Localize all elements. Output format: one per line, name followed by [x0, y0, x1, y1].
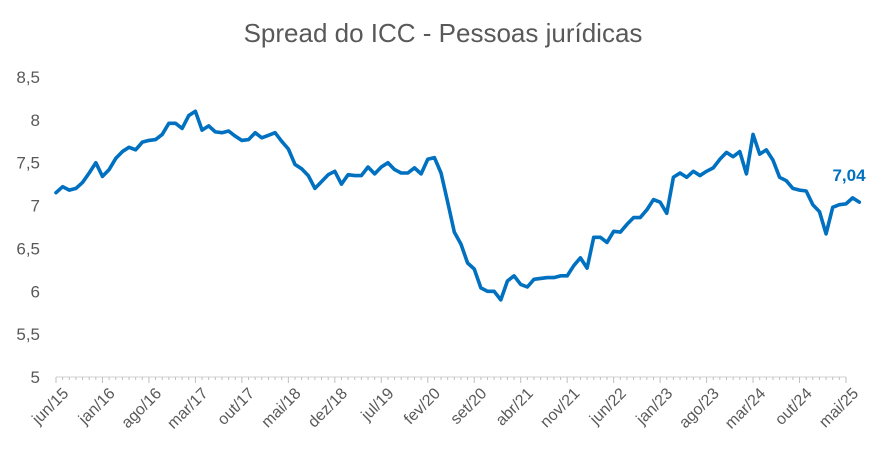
series-layer — [54, 109, 862, 302]
series-line — [54, 109, 862, 302]
y-tick-label: 8 — [31, 111, 40, 130]
y-tick-label: 6 — [31, 282, 40, 301]
y-tick-label: 5,5 — [16, 325, 40, 344]
x-tick-label: ago/23 — [676, 385, 723, 432]
y-tick-label: 7,5 — [16, 154, 40, 173]
x-tick-label: set/20 — [448, 385, 491, 428]
y-tick-label: 7 — [31, 197, 40, 216]
data-label: 7,04 — [832, 166, 866, 185]
x-tick-label: mai/25 — [816, 385, 862, 431]
x-tick-label: mar/24 — [722, 385, 769, 432]
x-tick-label: jun/22 — [586, 385, 630, 429]
x-tick-label: out/17 — [215, 385, 259, 429]
x-tick-label: mar/17 — [164, 385, 211, 432]
x-tick-label: nov/21 — [537, 385, 583, 431]
x-axis: jun/15 jan/16 ago/16 mar/17 out/17 mai/18 dez/… — [29, 376, 862, 432]
x-tick-label: jan/16 — [75, 385, 119, 429]
x-tick-label: jun/15 — [29, 385, 73, 429]
y-tick-label: 5 — [31, 368, 40, 387]
x-tick-label: abr/21 — [493, 385, 537, 429]
annotation-layer: 7,04 — [832, 166, 866, 185]
x-tick-label: fev/20 — [401, 385, 444, 428]
chart-title: Spread do ICC - Pessoas jurídicas — [243, 18, 643, 48]
x-tick-label: dez/18 — [305, 385, 351, 431]
y-axis: 5 5,5 6 6,5 7 7,5 8 8,5 — [16, 68, 40, 387]
x-tick-label: jan/23 — [633, 385, 677, 429]
y-tick-label: 8,5 — [16, 68, 40, 87]
x-tick-label: jul/19 — [358, 385, 398, 425]
x-tick-label: mai/18 — [259, 385, 305, 431]
y-tick-label: 6,5 — [16, 239, 40, 258]
x-tick-label: out/24 — [772, 385, 816, 429]
x-tick-label: ago/16 — [119, 385, 166, 432]
